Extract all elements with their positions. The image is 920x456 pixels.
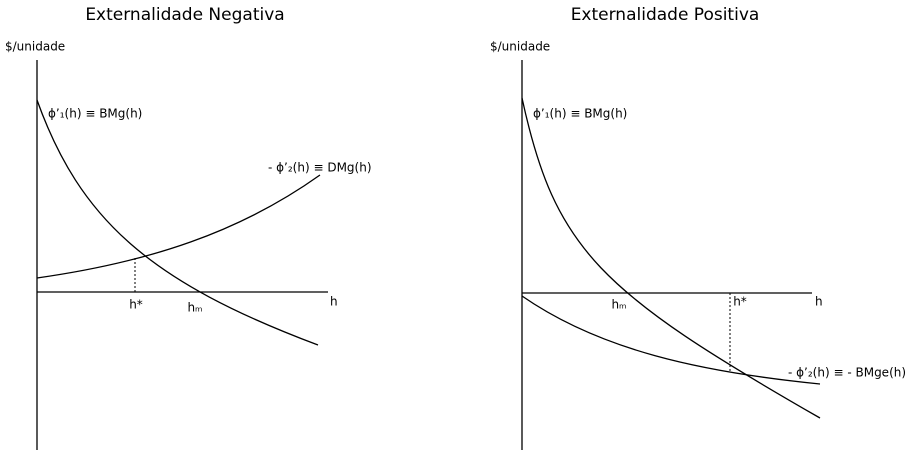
point-label: hₘ bbox=[611, 298, 626, 312]
x-axis-label: h bbox=[330, 295, 338, 309]
curve-label: - ϕ’₂(h) ≡ DMg(h) bbox=[268, 161, 372, 175]
curve-label: ϕ’₁(h) ≡ BMg(h) bbox=[533, 107, 627, 121]
x-axis-label: h bbox=[815, 295, 823, 309]
point-label: h* bbox=[129, 298, 143, 312]
bmge-curve bbox=[521, 295, 821, 385]
y-axis-label: $/unidade bbox=[490, 40, 550, 54]
curve-label: - ϕ’₂(h) ≡ - BMge(h) bbox=[788, 366, 906, 380]
bmg-curve bbox=[521, 97, 821, 419]
dmg-curve bbox=[36, 174, 321, 279]
y-axis-label: $/unidade bbox=[5, 40, 65, 54]
point-label: h* bbox=[733, 295, 747, 309]
panel-title: Externalidade Positiva bbox=[571, 5, 760, 25]
curve-label: ϕ’₁(h) ≡ BMg(h) bbox=[48, 107, 142, 121]
bmg-curve bbox=[36, 99, 319, 346]
point-label: hₘ bbox=[187, 301, 202, 315]
panel-title: Externalidade Negativa bbox=[85, 5, 284, 25]
